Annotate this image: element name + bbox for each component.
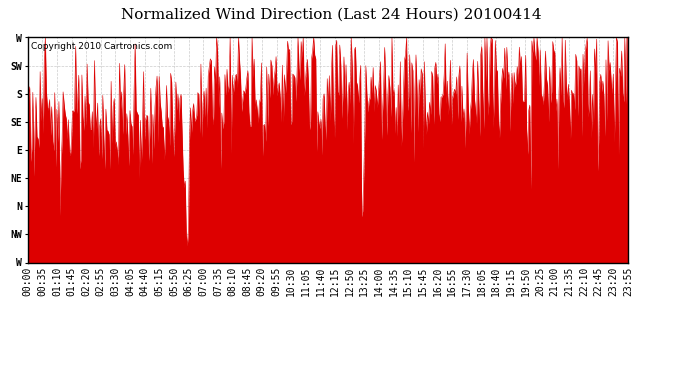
Text: Normalized Wind Direction (Last 24 Hours) 20100414: Normalized Wind Direction (Last 24 Hours…: [121, 8, 542, 21]
Text: Copyright 2010 Cartronics.com: Copyright 2010 Cartronics.com: [30, 42, 172, 51]
